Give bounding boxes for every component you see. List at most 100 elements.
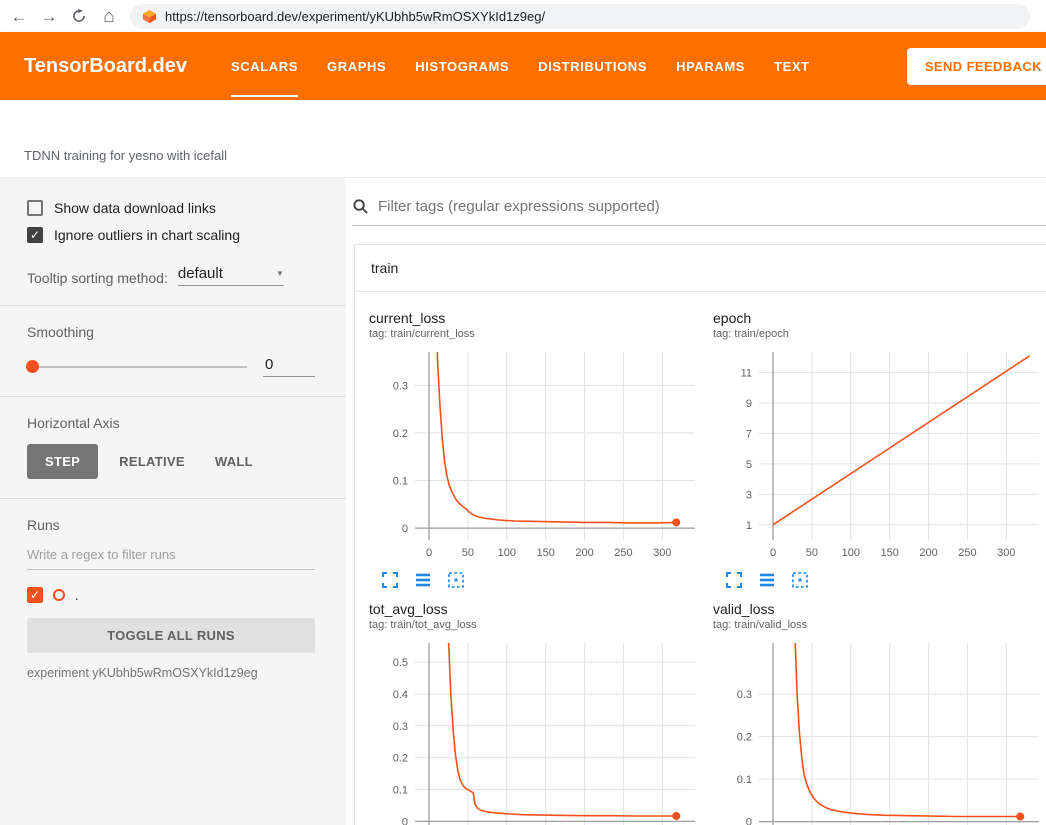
tag-filter-row [352, 198, 1046, 226]
fit-domain-icon[interactable] [447, 571, 465, 589]
svg-text:0: 0 [770, 547, 776, 559]
content: Show data download links ✓ Ignore outlie… [0, 178, 1046, 825]
page: ← → ⌂ https://tensorboard.dev/experiment… [0, 0, 1046, 825]
run-color-swatch-icon [53, 589, 65, 601]
tab-histograms[interactable]: HISTOGRAMS [415, 32, 509, 100]
svg-text:0: 0 [402, 816, 408, 825]
fullscreen-icon[interactable] [725, 571, 743, 589]
tooltip-sorting-label: Tooltip sorting method: [27, 270, 168, 286]
chart-toolbar [369, 571, 705, 589]
chart-title: epoch [713, 310, 1046, 326]
svg-text:0: 0 [402, 523, 408, 535]
svg-text:11: 11 [741, 368, 752, 380]
tab-scalars[interactable]: SCALARS [231, 32, 298, 100]
chart-plot[interactable]: 05010015020025030000.10.20.30.40.5 [369, 639, 701, 825]
fullscreen-icon[interactable] [381, 571, 399, 589]
tensorboard-favicon [142, 9, 157, 24]
home-icon[interactable]: ⌂ [100, 7, 118, 26]
ignore-outliers-checkbox[interactable]: ✓ [27, 227, 43, 243]
smoothing-slider-thumb[interactable] [26, 360, 39, 373]
svg-text:0: 0 [746, 817, 752, 825]
chart-current-loss: current_loss tag: train/current_loss 050… [369, 310, 705, 589]
axis-step-button[interactable]: STEP [27, 444, 98, 479]
svg-text:0.2: 0.2 [393, 428, 408, 440]
axis-wall-button[interactable]: WALL [200, 444, 268, 479]
svg-text:0.4: 0.4 [393, 689, 408, 701]
url-text: https://tensorboard.dev/experiment/yKUbh… [165, 9, 545, 24]
chart-title: valid_loss [713, 601, 1046, 617]
tooltip-sorting-select[interactable]: default ▼ [178, 265, 284, 286]
tab-distributions[interactable]: DISTRIBUTIONS [538, 32, 647, 100]
svg-text:9: 9 [746, 398, 752, 410]
chart-plot[interactable]: 5010015020025030000.10.20.3 [713, 639, 1045, 825]
show-download-links-label: Show data download links [54, 200, 216, 216]
svg-text:0.3: 0.3 [393, 380, 408, 392]
chart-toolbar [713, 571, 1046, 589]
send-feedback-button[interactable]: SEND FEEDBACK [907, 48, 1046, 85]
show-download-links-row: Show data download links [27, 200, 315, 216]
tab-graphs[interactable]: GRAPHS [327, 32, 386, 100]
tab-hparams[interactable]: HPARAMS [676, 32, 745, 100]
charts-grid: current_loss tag: train/current_loss 050… [355, 292, 1046, 825]
svg-text:50: 50 [462, 547, 474, 559]
experiment-id: experiment yKUbhb5wRmOSXYkId1z9eg [27, 666, 315, 680]
chart-tot-avg-loss: tot_avg_loss tag: train/tot_avg_loss 050… [369, 601, 705, 825]
ignore-outliers-row: ✓ Ignore outliers in chart scaling [27, 227, 315, 243]
tab-text[interactable]: TEXT [774, 32, 810, 100]
show-download-links-checkbox[interactable] [27, 200, 43, 216]
train-section-card: train current_loss tag: train/current_lo… [354, 244, 1046, 825]
main-nav: SCALARS GRAPHS HISTOGRAMS DISTRIBUTIONS … [231, 32, 839, 100]
horizontal-axis-buttons: STEP RELATIVE WALL [27, 444, 315, 479]
log-scale-icon[interactable] [414, 571, 432, 589]
forward-icon[interactable]: → [40, 8, 58, 25]
log-scale-icon[interactable] [758, 571, 776, 589]
divider [0, 498, 346, 499]
divider [0, 305, 346, 306]
address-bar[interactable]: https://tensorboard.dev/experiment/yKUbh… [130, 4, 1030, 29]
chart-plot[interactable]: 0501001502002503001357911 [713, 348, 1045, 566]
chart-title: tot_avg_loss [369, 601, 705, 617]
back-icon[interactable]: ← [10, 8, 28, 25]
run-name: . [75, 588, 79, 603]
ignore-outliers-label: Ignore outliers in chart scaling [54, 227, 240, 243]
svg-text:250: 250 [958, 547, 976, 559]
tag-filter-input[interactable] [378, 198, 1046, 215]
horizontal-axis-label: Horizontal Axis [27, 415, 315, 431]
svg-text:5: 5 [746, 459, 752, 471]
svg-text:0.2: 0.2 [393, 753, 408, 765]
svg-text:150: 150 [881, 547, 899, 559]
app-header: TensorBoard.dev SCALARS GRAPHS HISTOGRAM… [0, 32, 1046, 100]
divider [0, 396, 346, 397]
smoothing-slider[interactable] [27, 366, 247, 368]
chart-tag: tag: train/epoch [713, 328, 1046, 340]
chart-tag: tag: train/tot_avg_loss [369, 619, 705, 631]
chart-title: current_loss [369, 310, 705, 326]
run-list-item: ✓ . [27, 587, 315, 603]
runs-filter-input[interactable] [27, 547, 315, 570]
svg-text:0.1: 0.1 [393, 785, 408, 797]
svg-text:7: 7 [746, 428, 752, 440]
check-icon: ✓ [30, 229, 40, 241]
train-section-header[interactable]: train [355, 245, 1046, 292]
svg-text:200: 200 [919, 547, 937, 559]
chart-plot[interactable]: 05010015020025030000.10.20.3 [369, 348, 701, 566]
smoothing-row: 0 [27, 356, 315, 377]
toggle-all-runs-button[interactable]: TOGGLE ALL RUNS [27, 618, 315, 653]
svg-text:0.1: 0.1 [737, 774, 752, 786]
refresh-icon[interactable] [70, 8, 88, 24]
smoothing-value[interactable]: 0 [263, 356, 315, 377]
axis-relative-button[interactable]: RELATIVE [104, 444, 200, 479]
svg-text:1: 1 [746, 520, 752, 532]
svg-text:250: 250 [614, 547, 632, 559]
fit-domain-icon[interactable] [791, 571, 809, 589]
chart-tag: tag: train/valid_loss [713, 619, 1046, 631]
tooltip-sorting-value: default [178, 265, 223, 282]
browser-toolbar: ← → ⌂ https://tensorboard.dev/experiment… [0, 0, 1046, 32]
svg-text:0.3: 0.3 [737, 689, 752, 701]
svg-text:100: 100 [498, 547, 516, 559]
svg-text:0.2: 0.2 [737, 732, 752, 744]
svg-text:300: 300 [653, 547, 671, 559]
svg-text:0: 0 [426, 547, 432, 559]
svg-text:3: 3 [746, 489, 752, 501]
run-checkbox[interactable]: ✓ [27, 587, 43, 603]
